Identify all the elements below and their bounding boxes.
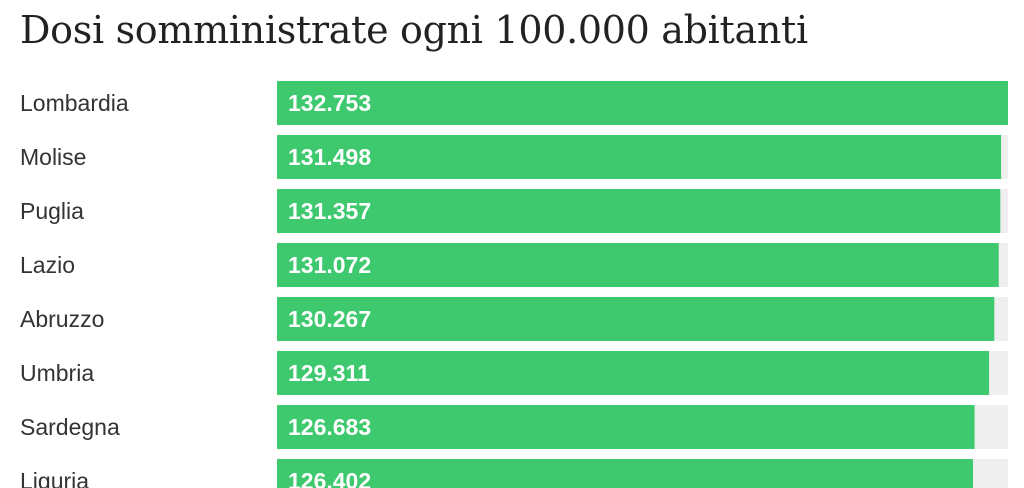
chart-title: Dosi somministrate ogni 100.000 abitanti <box>20 8 808 52</box>
bar <box>277 351 990 395</box>
value-label: 126.402 <box>288 468 371 488</box>
value-label: 130.267 <box>288 306 371 332</box>
bar <box>277 405 975 449</box>
category-label: Abruzzo <box>20 306 104 332</box>
value-label: 126.683 <box>288 414 371 440</box>
value-label: 129.311 <box>288 360 370 386</box>
category-label: Lombardia <box>20 90 129 116</box>
category-label: Puglia <box>20 198 84 224</box>
category-label: Molise <box>20 144 86 170</box>
bar <box>277 459 974 488</box>
bar <box>277 81 1008 125</box>
value-label: 132.753 <box>288 90 371 116</box>
category-label: Liguria <box>20 468 89 488</box>
value-label: 131.072 <box>288 252 371 278</box>
value-label: 131.498 <box>288 144 371 170</box>
category-label: Umbria <box>20 360 94 386</box>
bar <box>277 243 999 287</box>
bar <box>277 135 1002 179</box>
category-label: Lazio <box>20 252 75 278</box>
value-label: 131.357 <box>288 198 371 224</box>
bar <box>277 189 1001 233</box>
category-label: Sardegna <box>20 414 120 440</box>
bar <box>277 297 995 341</box>
